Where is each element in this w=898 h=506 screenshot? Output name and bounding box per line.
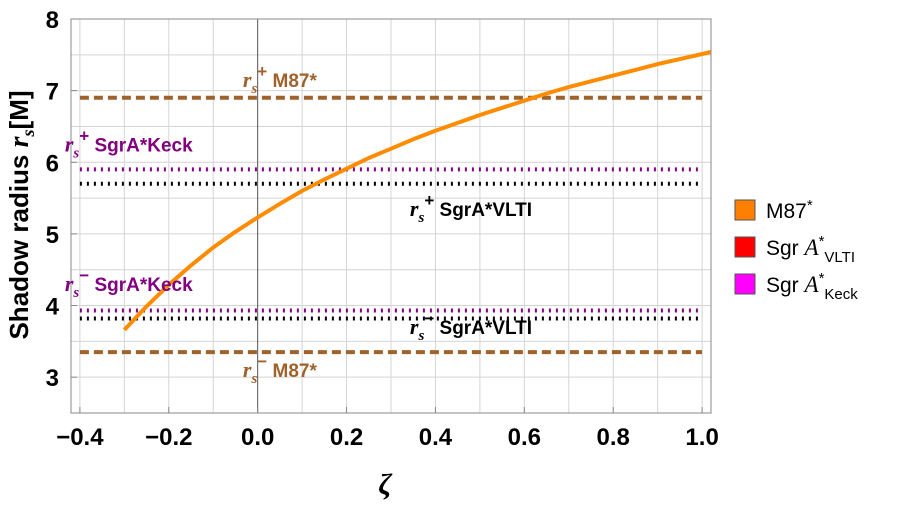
y-axis-title: Shadow radius rs[M] bbox=[4, 90, 38, 339]
y-ticks: 3 4 5 6 7 8 bbox=[46, 7, 77, 392]
bound-label-symbol: r bbox=[410, 314, 419, 339]
x-tick-label: 0.8 bbox=[597, 424, 630, 451]
bound-lines bbox=[79, 95, 703, 355]
legend-label-sup: * bbox=[807, 197, 813, 214]
legend-label-subscript: VLTI bbox=[824, 249, 855, 266]
bound-label-symbol: r bbox=[243, 67, 252, 92]
x-tick-label: 1.0 bbox=[685, 424, 718, 451]
y-tick-label: 4 bbox=[46, 294, 60, 321]
y-tick-label: 3 bbox=[46, 365, 59, 392]
bound-label-text: SgrA*VLTI bbox=[434, 200, 532, 221]
legend-swatch bbox=[734, 236, 756, 258]
bound-label-text: SgrA*VLTI bbox=[434, 318, 532, 339]
y-axis-title-symbol: r bbox=[4, 135, 35, 147]
x-tick-label: −0.4 bbox=[56, 424, 104, 451]
bound-label-sign: − bbox=[424, 309, 434, 328]
y-tick-label: 7 bbox=[46, 79, 59, 106]
bound-label-subscript: s bbox=[417, 210, 424, 226]
bound-label: rs+ SgrA*Keck bbox=[65, 127, 193, 162]
y-tick-label: 5 bbox=[46, 222, 59, 249]
bound-label-subscript: s bbox=[72, 146, 79, 162]
x-ticks: −0.4 −0.2 0.0 0.2 0.4 0.6 0.8 1.0 bbox=[56, 407, 719, 451]
legend-label-italic: A bbox=[803, 235, 820, 260]
y-axis-title-unit: [M] bbox=[4, 90, 34, 129]
legend-label-italic: A bbox=[803, 272, 820, 297]
legend-label-text: Sgr bbox=[766, 237, 805, 260]
x-tick-label: 0.4 bbox=[419, 424, 453, 451]
bound-label-sign: − bbox=[79, 266, 89, 285]
bound-label-symbol: r bbox=[65, 271, 74, 296]
legend-swatch bbox=[734, 199, 756, 221]
x-tick-label: 0.0 bbox=[241, 424, 274, 451]
legend-label: Sgr A*VLTI bbox=[766, 233, 855, 266]
bound-label: rs− M87* bbox=[243, 352, 318, 387]
bound-label-sign: + bbox=[424, 191, 434, 210]
bound-label: rs− SgrA*VLTI bbox=[410, 309, 532, 344]
bound-label-text: SgrA*Keck bbox=[89, 136, 193, 157]
bound-label: rs+ M87* bbox=[243, 62, 318, 97]
bound-label-symbol: r bbox=[243, 357, 252, 382]
bound-label-symbol: r bbox=[410, 196, 419, 221]
plot-frame bbox=[70, 18, 712, 414]
x-tick-label: 0.6 bbox=[508, 424, 541, 451]
bound-label-text: SgrA*Keck bbox=[89, 275, 193, 296]
legend-label-sup: * bbox=[819, 270, 825, 287]
y-tick-label: 6 bbox=[46, 150, 59, 177]
bound-label-subscript: s bbox=[417, 328, 424, 344]
x-tick-label: 0.2 bbox=[330, 424, 363, 451]
y-axis-title-subscript: s bbox=[18, 129, 38, 137]
bound-label-symbol: r bbox=[65, 132, 74, 157]
bound-label: rs+ SgrA*VLTI bbox=[410, 191, 532, 226]
bound-label-text: M87* bbox=[267, 71, 317, 92]
shadow-radius-curve bbox=[122, 50, 712, 332]
legend-swatch bbox=[734, 273, 756, 295]
legend-label-text: Sgr bbox=[766, 274, 805, 297]
legend-label-text: M87 bbox=[766, 200, 807, 223]
y-tick-label: 8 bbox=[46, 7, 59, 34]
x-axis-title: ζ bbox=[378, 468, 393, 501]
bound-label-text: M87* bbox=[267, 361, 317, 382]
x-tick-label: −0.2 bbox=[145, 424, 192, 451]
bound-label-sign: + bbox=[79, 127, 89, 146]
curve bbox=[122, 50, 712, 332]
legend-label: M87* bbox=[766, 197, 813, 223]
bound-label: rs− SgrA*Keck bbox=[65, 266, 193, 301]
legend-label: Sgr A*Keck bbox=[766, 270, 858, 303]
legend-label-subscript: Keck bbox=[824, 286, 858, 303]
bound-label-subscript: s bbox=[250, 371, 257, 387]
y-axis-title-text: Shadow radius bbox=[4, 147, 34, 339]
legend-label-sup: * bbox=[819, 233, 825, 250]
bound-label-sign: + bbox=[257, 62, 267, 81]
bound-label-subscript: s bbox=[72, 285, 79, 301]
bound-label-sign: − bbox=[257, 352, 267, 371]
bound-label-subscript: s bbox=[250, 81, 257, 97]
